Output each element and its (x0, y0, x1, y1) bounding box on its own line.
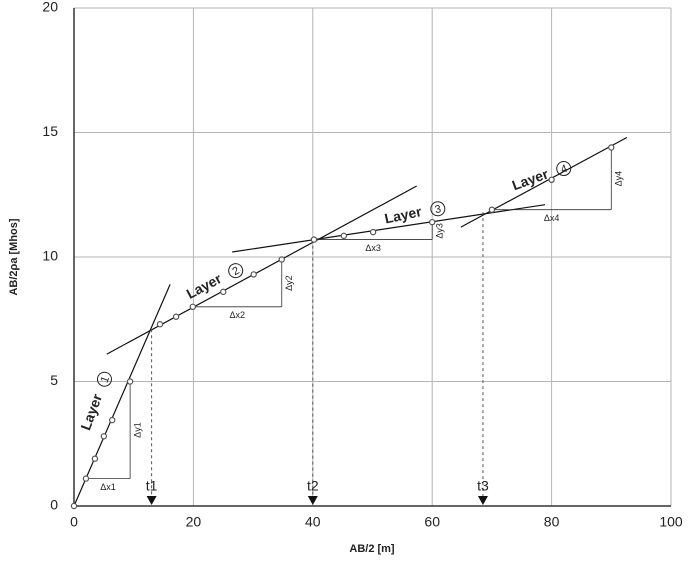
break-marker (307, 496, 318, 505)
x-tick-label: 40 (305, 514, 321, 530)
break-marker (477, 496, 488, 505)
y-tick-label: 0 (50, 497, 58, 513)
data-point (608, 144, 615, 151)
delta-x-label: Δx3 (365, 243, 381, 253)
data-point (109, 416, 116, 424)
fit-line (106, 185, 417, 355)
x-tick-label: 20 (186, 514, 202, 530)
data-point (82, 475, 90, 482)
data-point (100, 433, 108, 440)
data-point (91, 455, 99, 462)
data-point (126, 378, 134, 385)
layer-circle (96, 371, 112, 387)
layer-label: Layer 1 (77, 371, 112, 432)
layer-text: Layer (77, 391, 105, 432)
layer-number: 1 (99, 375, 112, 385)
data-point (488, 206, 496, 213)
delta-y-label: Δy2 (284, 275, 294, 291)
data-point (220, 288, 227, 296)
data-point (172, 313, 180, 320)
break-label: t1 (146, 478, 158, 494)
data-point (369, 228, 377, 236)
delta-x-label: Δx2 (230, 310, 246, 320)
layer-circle (430, 201, 446, 217)
y-tick-label: 10 (42, 248, 58, 264)
y-axis-title: AB/2ρa [Mhos] (8, 218, 20, 295)
break-marker (146, 496, 157, 505)
delta-y-label: Δy3 (435, 223, 445, 239)
layer-label: Layer 3 (383, 201, 446, 227)
data-point (548, 176, 555, 184)
x-axis-title: AB/2 [m] (349, 543, 395, 555)
data-point (429, 218, 436, 226)
data-point (310, 236, 318, 243)
x-tick-label: 60 (424, 514, 440, 530)
x-tick-label: 100 (659, 514, 683, 530)
y-tick-label: 5 (50, 372, 58, 388)
x-tick-label: 0 (70, 514, 78, 530)
delta-y-label: Δy1 (132, 422, 142, 438)
y-tick-label: 20 (42, 0, 58, 15)
data-point (278, 256, 285, 263)
layer-text: Layer (184, 270, 225, 302)
y-tick-label: 15 (42, 123, 58, 139)
data-point (189, 303, 197, 310)
delta-x-label: Δx4 (544, 213, 560, 223)
delta-x-label: Δx1 (100, 482, 116, 492)
layer-number: 3 (434, 203, 442, 216)
break-label: t3 (477, 478, 489, 494)
layer-label: Layer 4 (510, 161, 572, 193)
delta-y-label: Δy4 (614, 171, 624, 187)
data-point (250, 271, 257, 278)
layer-circle (556, 161, 572, 177)
x-tick-label: 80 (544, 514, 560, 530)
layer-text: Layer (383, 203, 423, 227)
layer-circle (228, 263, 244, 279)
data-point (156, 321, 164, 328)
layer-number: 4 (559, 163, 569, 176)
fit-line (73, 284, 171, 507)
break-label: t2 (307, 478, 319, 494)
layer-number: 2 (231, 265, 242, 278)
data-point (70, 502, 78, 510)
fit-line (460, 136, 628, 228)
data-point (340, 232, 348, 240)
